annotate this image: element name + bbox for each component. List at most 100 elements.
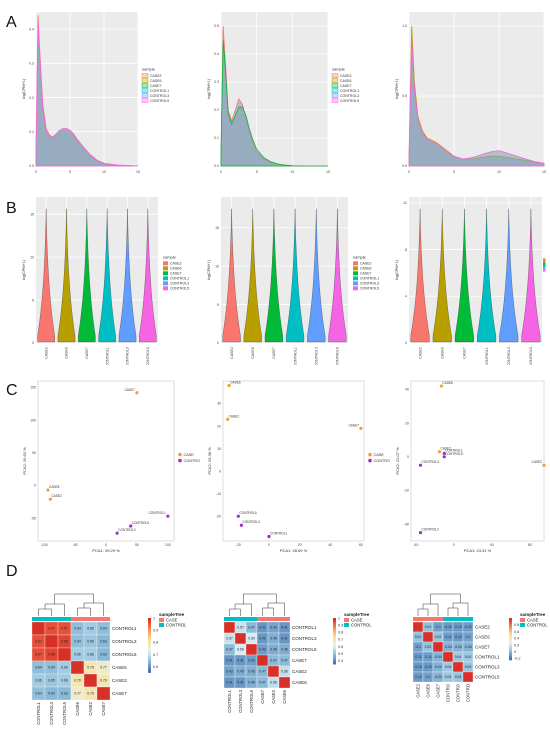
point-label: CONTROL1 (148, 511, 166, 515)
color-scale-label: 0.4 (514, 637, 519, 641)
violin-case6 (243, 208, 262, 343)
color-scale-step (148, 650, 151, 654)
y-tick-label: 10 (30, 255, 34, 259)
col-label: CONTROL1 (36, 701, 41, 724)
color-scale-step (148, 642, 151, 646)
color-scale-step (509, 628, 512, 631)
group-annotation-cell (257, 617, 268, 621)
color-scale-step (148, 618, 151, 622)
group-annotation-cell (32, 617, 45, 621)
group-annotation-cell (423, 617, 433, 621)
heatmap-cell (223, 621, 236, 634)
y-axis-title: PCA2: 26.38 % (207, 447, 212, 475)
heatmap-cell-value: 0.66 (61, 666, 68, 670)
pca-chart-1: -100 -50 0 50 100 -50 0 50 100 150 PCA1: 39.29 % PC… (22, 380, 200, 553)
x-tick-label: 5 (69, 170, 71, 174)
y-tick-label: 15 (30, 212, 34, 216)
heatmap-cell-value: 0.45 (237, 670, 244, 674)
x-tick-label: 0 (220, 170, 222, 174)
point-label: CASE2 (51, 494, 62, 498)
col-label: CONTROL3 (238, 689, 243, 712)
col-label: CASE6 (75, 701, 80, 715)
row-label: CASE2 (112, 678, 127, 683)
legend-swatch (344, 618, 349, 622)
dendrogram (229, 593, 285, 616)
y-tick-label: 40 (405, 388, 409, 392)
heatmap-cell-value: 0.41 (237, 659, 244, 663)
legend-label: CASE2 (340, 74, 352, 78)
violin-control5 (521, 208, 541, 343)
heatmap-cell-value: -0.12 (414, 655, 422, 659)
legend-label: CASE (527, 617, 539, 622)
y-tick-label: 10 (217, 447, 221, 451)
heatmap-cell-value: 0.98 (48, 653, 55, 657)
col-label: CASE2 (88, 701, 93, 715)
x-tick-label: -20 (236, 543, 241, 547)
y-tick-label: 0.3 (29, 62, 34, 66)
row-label: CONTROL3 (292, 636, 317, 641)
heatmap-cell-value: 0.01 (425, 625, 432, 629)
heatmap-cell-value: 0.79 (74, 679, 81, 683)
legend-swatch (543, 264, 546, 268)
heatmap-cell-value: -0.13 (454, 625, 462, 629)
heatmap-cell (432, 641, 444, 653)
col-label: CASE2 (271, 689, 276, 703)
group-annotation-cell (235, 617, 246, 621)
heatmap-cell-value: 0.64 (74, 640, 81, 644)
color-scale-step (333, 634, 336, 637)
row-label: CONTROL1 (475, 655, 500, 660)
violin-case2 (410, 208, 430, 343)
color-scale-step (148, 623, 151, 627)
heatmap-cell-value: -0.04 (434, 655, 442, 659)
legend-title: sampleTree (159, 612, 185, 617)
color-scale-step (148, 631, 151, 635)
heatmap-cell (57, 647, 72, 662)
legend-swatch (353, 271, 358, 276)
y-tick-label: 30 (217, 402, 221, 406)
col-label: CONTRO (466, 683, 471, 702)
legend-label: CONTROL3 (170, 282, 189, 286)
heatmap-cell (462, 671, 474, 683)
y-tick-label: 50 (32, 451, 36, 455)
point-case2 (48, 497, 52, 501)
legend-swatch (331, 88, 339, 93)
point-control5 (236, 514, 240, 518)
point-label: CASE2 (229, 414, 240, 418)
row-label: CONTROL1 (292, 625, 317, 630)
density-area-case7 (220, 39, 328, 167)
heatmap-cell-value: 0.04 (445, 675, 452, 679)
x-tick-label: -100 (41, 543, 48, 547)
legend-label: CASE6 (150, 79, 162, 83)
legend-label: CONTROL5 (170, 287, 189, 291)
violin-case7 (264, 208, 283, 343)
color-scale-step (148, 669, 151, 673)
color-scale-step (333, 636, 336, 640)
violin-control1 (477, 208, 497, 343)
point-label: CASE6 (230, 381, 241, 385)
x-tick-label: 10 (290, 170, 294, 174)
x-tick-label: CONTROL3 (507, 347, 511, 365)
y-axis-title: log(CPM+1) (207, 259, 211, 280)
heatmap-cell-value: 0.03 (455, 675, 462, 679)
group-annotation-cell (246, 617, 257, 621)
y-tick-label: 0 (407, 455, 409, 459)
heatmap-cell-value: 0.03 (465, 665, 472, 669)
heatmap-cell-value: -0.13 (424, 665, 432, 669)
color-scale-step (148, 664, 151, 668)
legend-label: CASE (351, 617, 363, 622)
legend-label: CASE7 (170, 272, 182, 276)
heatmap-cell-value: -0.04 (434, 675, 442, 679)
color-scale-step (509, 645, 512, 648)
heatmap-cell-value: 0.57 (237, 626, 244, 630)
heatmap-cell (245, 643, 258, 656)
row-label: CONTROL5 (475, 675, 500, 680)
point-case2 (225, 417, 230, 421)
heatmap-cell-value: 0.63 (48, 692, 55, 696)
legend-swatch (344, 623, 349, 627)
x-tick-label: CONTROL5 (529, 347, 533, 365)
legend-swatch (141, 83, 149, 88)
violin-case6 (57, 208, 76, 343)
heatmap-cell-value: -0.12 (414, 675, 422, 679)
